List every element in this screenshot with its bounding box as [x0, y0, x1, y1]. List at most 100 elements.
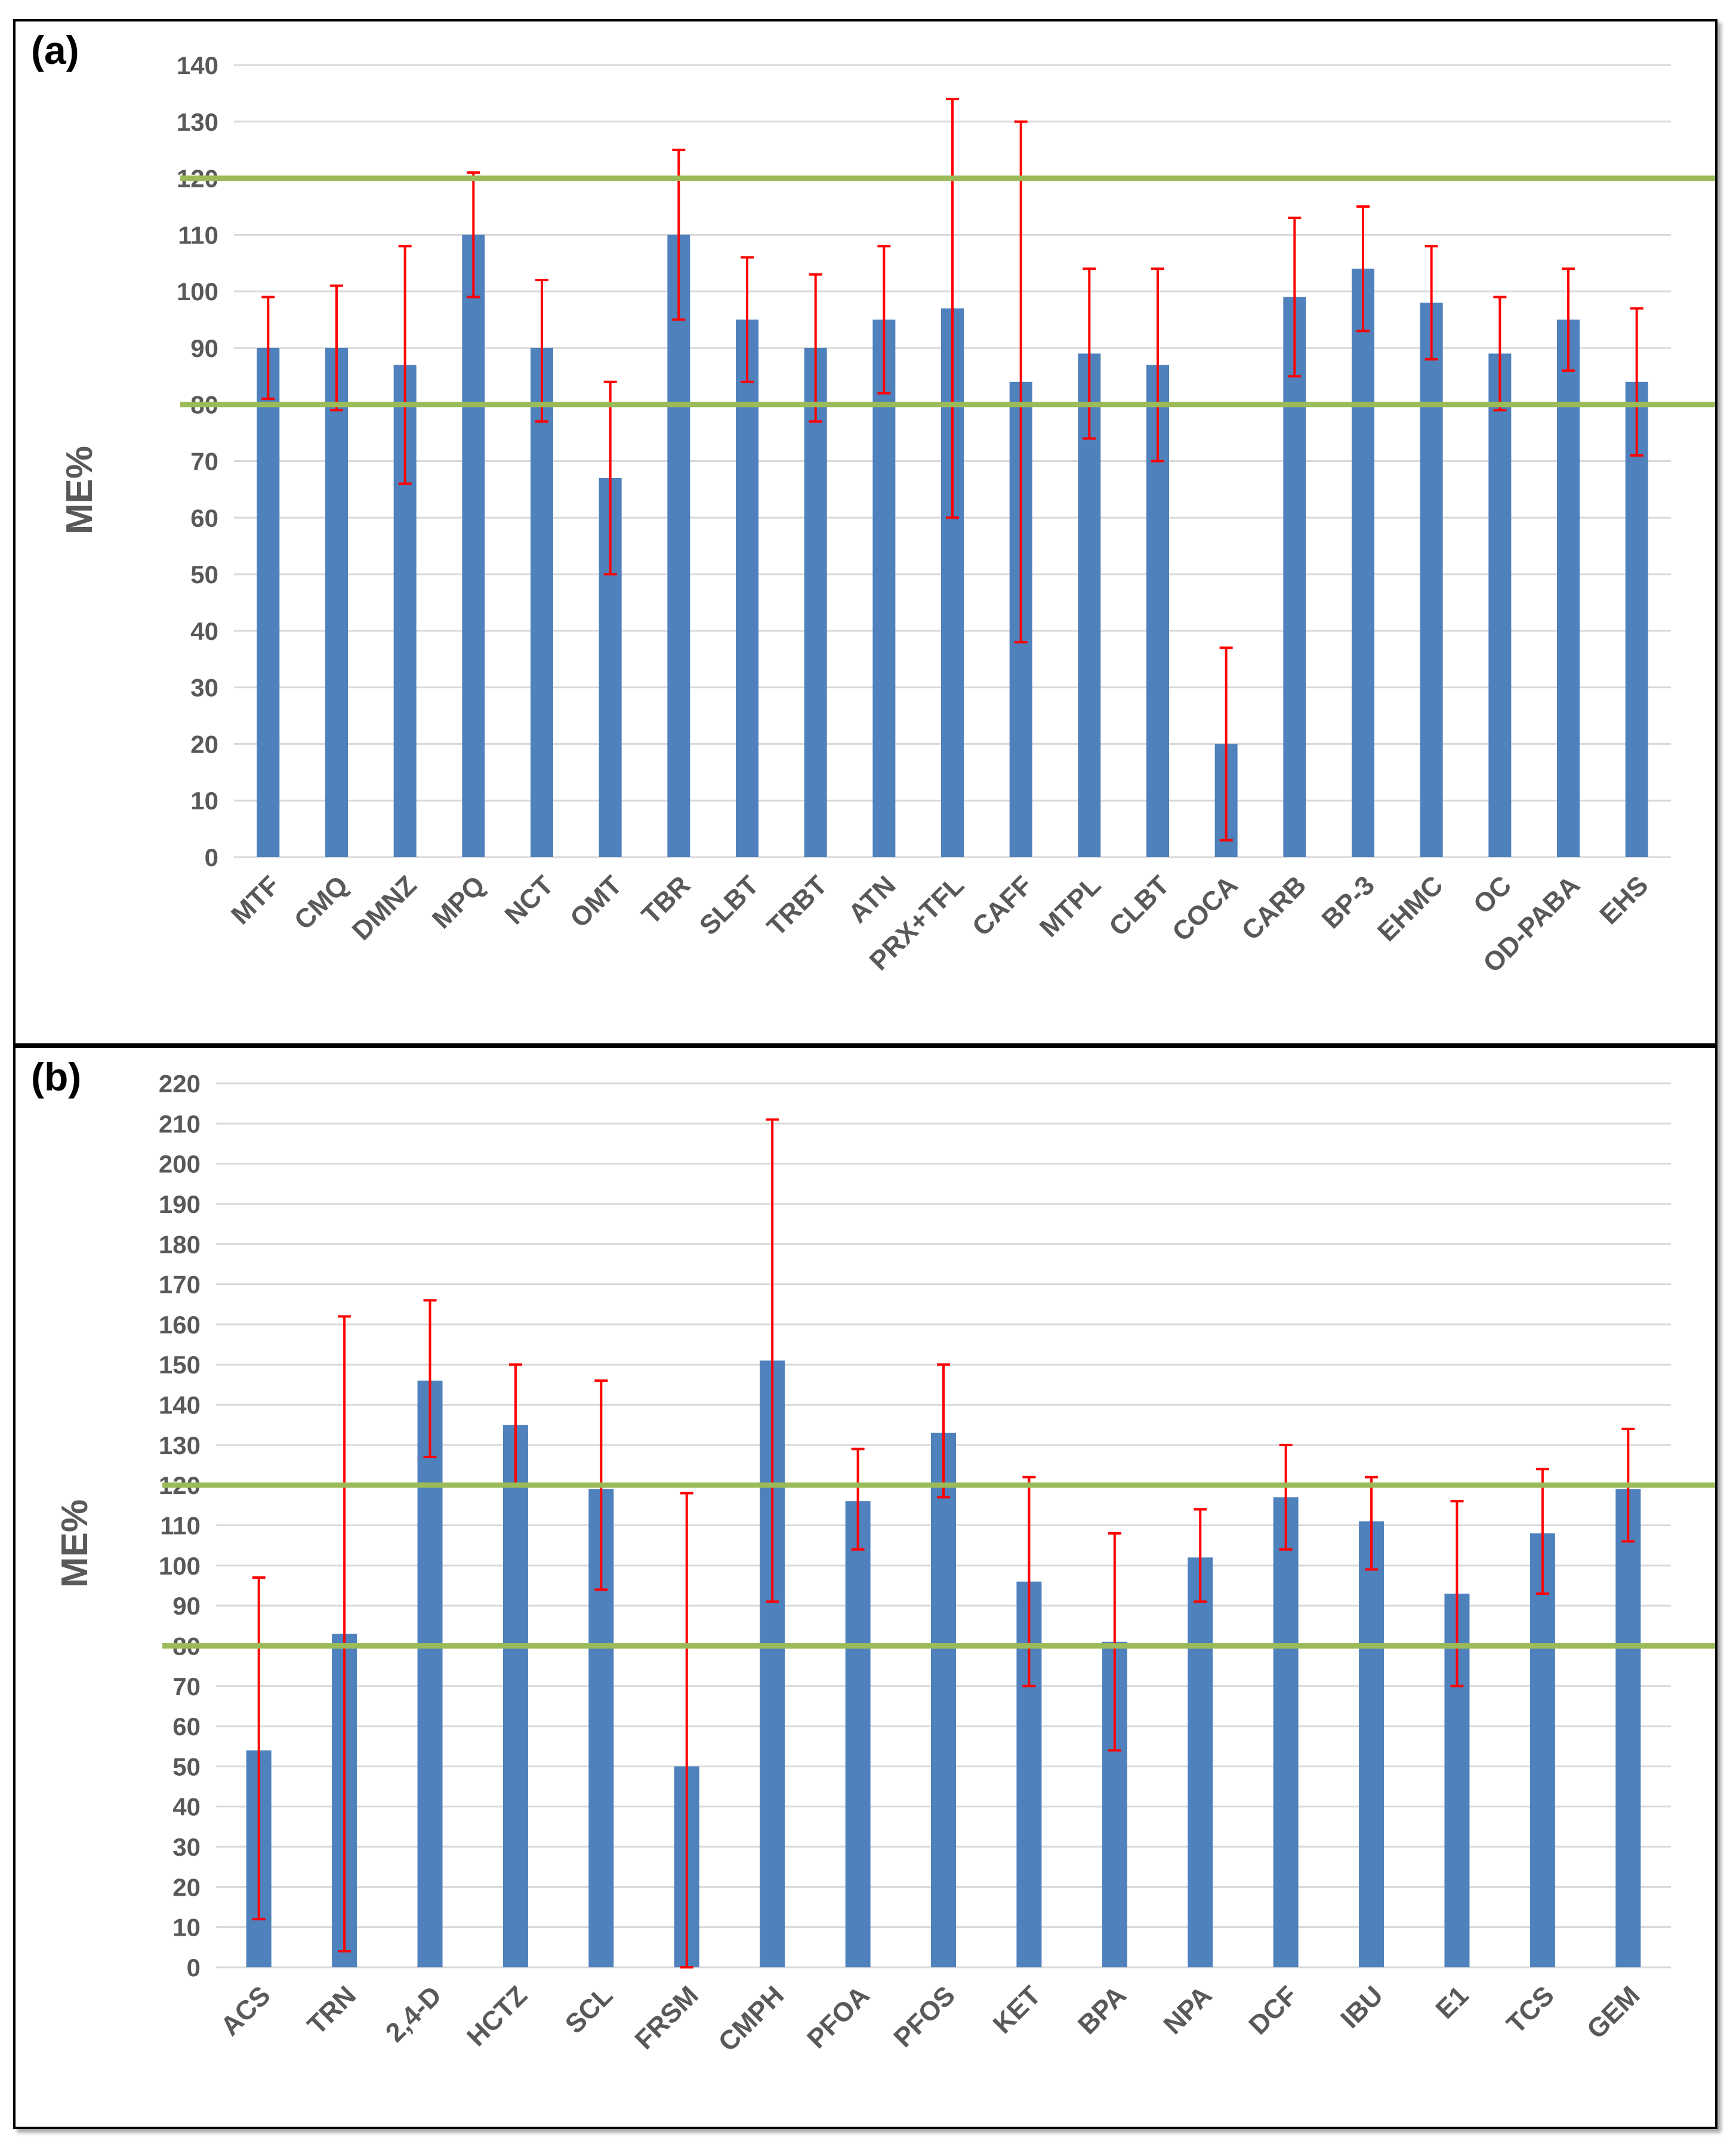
x-tick-label: OC	[1467, 870, 1518, 920]
bar	[1530, 1533, 1555, 1967]
bar	[1273, 1497, 1299, 1967]
y-axis-title: ME%	[54, 1499, 95, 1588]
y-tick-label: 50	[190, 560, 218, 589]
bar-chart: 0102030405060708090100110120130140150160…	[54, 1070, 1715, 2057]
y-tick-label: 140	[159, 1391, 201, 1419]
x-tick-label: BPA	[1072, 1980, 1132, 2040]
bar	[417, 1381, 443, 1967]
chart-panel-a: (a) 0 10 20 30 40 50 60 70 80 90 100 110 120 130 140 ME…	[13, 19, 1718, 1046]
x-tick-label: FRSM	[629, 1980, 704, 2055]
y-tick-label: 0	[205, 843, 218, 871]
x-tick-label: SCL	[559, 1980, 619, 2040]
x-tick-label: IBU	[1334, 1980, 1389, 2034]
x-tick-label: EHS	[1593, 870, 1654, 930]
y-tick-label: 140	[177, 51, 218, 79]
y-tick-label: 70	[172, 1672, 201, 1701]
x-tick-label: SLBT	[693, 870, 764, 941]
y-tick-label: 30	[172, 1833, 201, 1861]
y-tick-label: 50	[172, 1752, 201, 1780]
y-tick-label: 170	[159, 1271, 201, 1299]
bar	[1188, 1557, 1213, 1967]
y-tick-label: 110	[160, 1512, 201, 1540]
x-tick-label: ACS	[215, 1980, 276, 2041]
x-tick-label: TRN	[301, 1980, 362, 2040]
x-tick-label: ATN	[842, 870, 901, 929]
y-tick-label: 210	[159, 1110, 201, 1138]
x-tick-label: MTPL	[1034, 870, 1107, 943]
y-tick-label: 220	[159, 1070, 201, 1098]
y-tick-label: 190	[159, 1190, 201, 1218]
y-tick-label: 30	[190, 674, 218, 702]
bar	[325, 347, 348, 857]
bar	[1615, 1489, 1641, 1967]
bar	[736, 319, 758, 857]
y-tick-label: 60	[190, 504, 218, 532]
x-tick-label: DCF	[1242, 1980, 1303, 2040]
x-tick-label: COCA	[1166, 870, 1244, 947]
bar	[1625, 381, 1648, 857]
y-tick-label: 40	[172, 1793, 201, 1821]
x-tick-label: GEM	[1581, 1980, 1646, 2045]
y-tick-label: 40	[190, 617, 218, 645]
x-tick-label: CAFF	[966, 870, 1038, 942]
x-tick-label: PFOS	[887, 1980, 961, 2053]
y-tick-label: 180	[159, 1230, 201, 1258]
bar	[531, 347, 553, 857]
bar	[804, 347, 827, 857]
y-tick-label: 60	[172, 1712, 201, 1740]
y-tick-label: 200	[159, 1150, 201, 1178]
y-tick-label: 90	[190, 334, 218, 362]
bar	[502, 1425, 528, 1967]
x-tick-label: DMNZ	[346, 870, 423, 946]
x-tick-label: MPQ	[426, 870, 491, 935]
x-tick-label: CMQ	[288, 870, 354, 935]
x-tick-label: NPA	[1157, 1980, 1217, 2040]
x-tick-label: CARB	[1235, 870, 1312, 946]
x-tick-label: EHMC	[1371, 870, 1449, 947]
bar	[1283, 297, 1306, 857]
x-tick-label: MTF	[225, 870, 285, 930]
x-tick-label: CMPH	[712, 1980, 790, 2057]
x-tick-label: CLBT	[1103, 870, 1175, 942]
x-tick-label: 2,4-D	[380, 1980, 448, 2048]
x-tick-label: E1	[1430, 1980, 1475, 2025]
bar	[872, 319, 896, 857]
y-tick-label: 10	[172, 1914, 201, 1942]
bar	[931, 1433, 956, 1967]
x-tick-label: PFOA	[801, 1980, 875, 2054]
x-tick-label: HCTZ	[461, 1980, 533, 2052]
x-tick-label: BP-3	[1316, 870, 1381, 935]
y-tick-label: 100	[177, 278, 218, 306]
bar	[667, 235, 690, 857]
y-tick-label: 20	[172, 1873, 201, 1901]
y-axis-title: ME%	[59, 446, 100, 534]
y-tick-label: 90	[172, 1592, 201, 1620]
panel-label: (a)	[31, 28, 79, 72]
y-tick-label: 130	[159, 1431, 201, 1459]
y-tick-label: 100	[159, 1552, 201, 1580]
bar	[462, 235, 485, 857]
y-tick-label: 110	[178, 221, 218, 249]
panel-label: (b)	[31, 1055, 82, 1099]
chart-panel-b: (b) 0 10 20 30 40 50 60 70 80 90 100 110 120 130 140 15…	[13, 1046, 1718, 2129]
y-tick-label: 0	[187, 1954, 201, 1982]
x-tick-label: NCT	[499, 870, 559, 930]
x-tick-label: TCS	[1500, 1980, 1560, 2040]
y-tick-label: 70	[190, 448, 218, 476]
bar-chart: 0102030405060708090100110120130140ME%MTF…	[59, 51, 1715, 978]
y-tick-label: 130	[177, 108, 218, 136]
x-tick-label: KET	[987, 1980, 1047, 2040]
bar	[845, 1501, 871, 1967]
y-tick-label: 10	[190, 787, 218, 815]
bar	[1557, 319, 1580, 857]
y-tick-label: 20	[190, 730, 218, 758]
x-tick-label: OMT	[564, 870, 628, 934]
bar	[1488, 353, 1512, 857]
bar	[1352, 269, 1374, 857]
y-tick-label: 160	[159, 1311, 201, 1339]
x-tick-label: TRBT	[761, 870, 833, 942]
x-tick-label: TBR	[636, 870, 696, 930]
bar	[257, 347, 280, 857]
bar	[1359, 1521, 1385, 1967]
bar	[1420, 303, 1443, 858]
